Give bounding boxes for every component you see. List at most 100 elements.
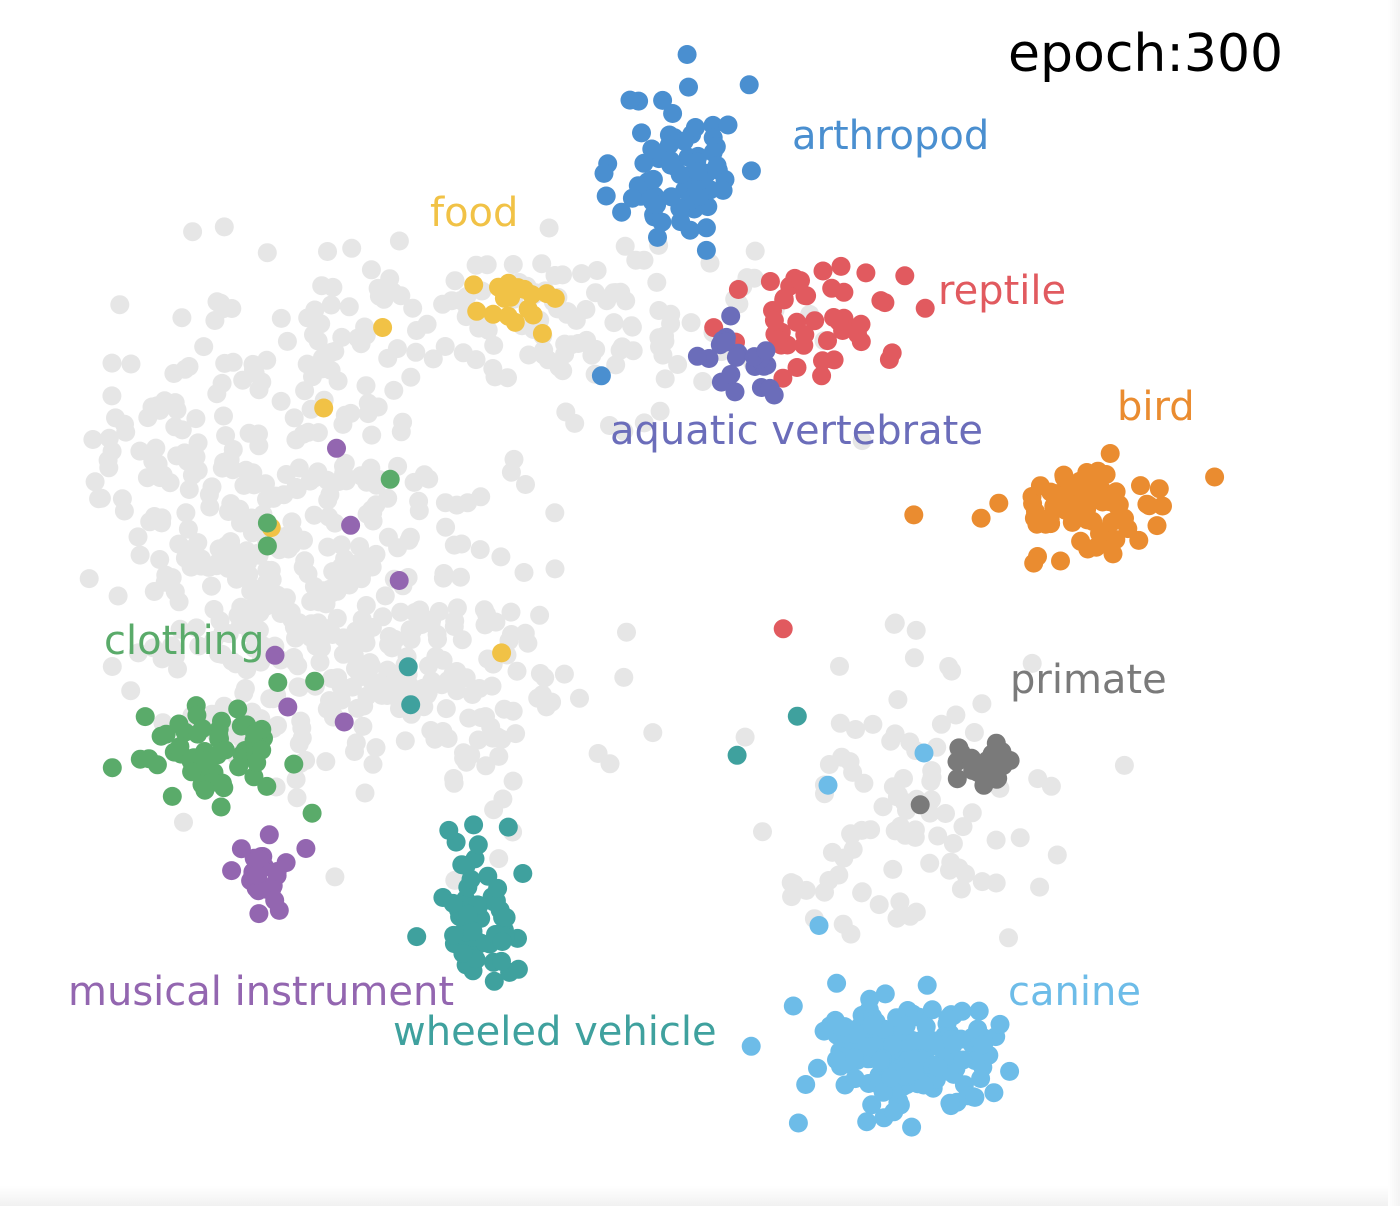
background-point (199, 557, 219, 577)
label-food: food (430, 190, 518, 236)
point-canine (928, 1058, 948, 1077)
point-bird (1131, 476, 1150, 496)
point-canine (796, 1075, 816, 1094)
background-point (398, 676, 418, 696)
background-point (150, 550, 170, 569)
background-point (222, 651, 242, 671)
label-wheeled-vehicle: wheeled vehicle (393, 1009, 717, 1055)
background-point (744, 268, 764, 288)
background-point (830, 656, 849, 676)
point-reptile (764, 310, 784, 330)
background-point (883, 859, 903, 879)
point-arthropod (594, 163, 614, 183)
point-arthropod (612, 202, 632, 222)
background-point (362, 618, 382, 637)
point-bird (1024, 508, 1044, 528)
background-point (165, 417, 185, 437)
background-point (462, 685, 482, 704)
background-point (362, 425, 382, 445)
point-canine (990, 1014, 1010, 1034)
point-bird (971, 508, 991, 528)
background-point (830, 713, 850, 733)
background-point (501, 625, 521, 644)
point-wheeled-vehicle (496, 908, 516, 927)
background-point (257, 350, 277, 370)
background-point (357, 686, 377, 706)
background-point (539, 218, 559, 238)
point-canine (914, 743, 934, 763)
point-reptile (851, 314, 871, 334)
label-clothing: clothing (104, 618, 264, 664)
point-bird (1153, 496, 1172, 516)
background-point (282, 512, 302, 532)
point-clothing (305, 671, 325, 691)
point-aquatic-vertebrate (756, 341, 776, 361)
background-point (295, 381, 315, 401)
point-arthropod (670, 165, 690, 184)
point-wheeled-vehicle (468, 835, 488, 855)
point-clothing (211, 797, 231, 817)
background-point (433, 722, 453, 741)
point-bird (1077, 463, 1097, 482)
background-point (833, 914, 853, 934)
point-canine (953, 1050, 973, 1070)
background-point (840, 752, 860, 772)
point-musical-instrument (296, 839, 316, 858)
point-food (492, 643, 512, 663)
class-points (102, 45, 1225, 1137)
background-point (327, 608, 347, 628)
background-point (256, 474, 275, 494)
label-bird: bird (1117, 384, 1195, 430)
background-point (231, 615, 250, 634)
background-point (310, 652, 330, 672)
background-point (277, 331, 297, 351)
point-bird (1028, 547, 1047, 566)
background-point (735, 727, 755, 747)
background-point (928, 826, 948, 846)
background-point (391, 602, 411, 622)
background-point (110, 295, 130, 315)
background-point (890, 892, 910, 912)
background-point (144, 582, 164, 601)
point-food (467, 301, 487, 321)
background-point (962, 803, 982, 823)
point-canine (969, 1001, 989, 1021)
background-point (433, 650, 453, 670)
background-point (534, 345, 554, 365)
background-point (257, 560, 277, 580)
background-point (586, 283, 605, 303)
cluster-labels: arthropod reptile aquatic vertebrate foo… (68, 24, 1283, 1055)
background-point (389, 231, 409, 251)
background-point (121, 681, 141, 701)
background-point (503, 701, 523, 721)
point-reptile (787, 358, 807, 377)
background-point (507, 661, 527, 681)
point-canine (896, 1016, 916, 1036)
background-point (108, 586, 128, 606)
background-point (852, 431, 872, 451)
background-point (344, 554, 364, 574)
point-canine (1000, 1061, 1020, 1081)
background-point (931, 714, 951, 734)
point-canine (965, 1087, 985, 1107)
point-reptile (774, 288, 794, 308)
background-point (501, 462, 521, 482)
background-point (1030, 877, 1050, 897)
point-reptile (773, 368, 793, 388)
background-point (482, 676, 502, 696)
point-wheeled-vehicle (398, 657, 418, 677)
point-canine (808, 1058, 827, 1078)
background-point (604, 313, 624, 333)
point-primate (951, 743, 971, 763)
background-point (189, 636, 209, 656)
background-point (946, 705, 966, 725)
background-point (204, 631, 224, 650)
point-arthropod (685, 118, 705, 137)
background-point (518, 633, 538, 653)
background-point (565, 413, 585, 433)
background-point (1114, 755, 1134, 775)
point-canine (860, 989, 880, 1009)
background-point (308, 462, 328, 482)
point-aquatic-vertebrate (721, 306, 741, 326)
